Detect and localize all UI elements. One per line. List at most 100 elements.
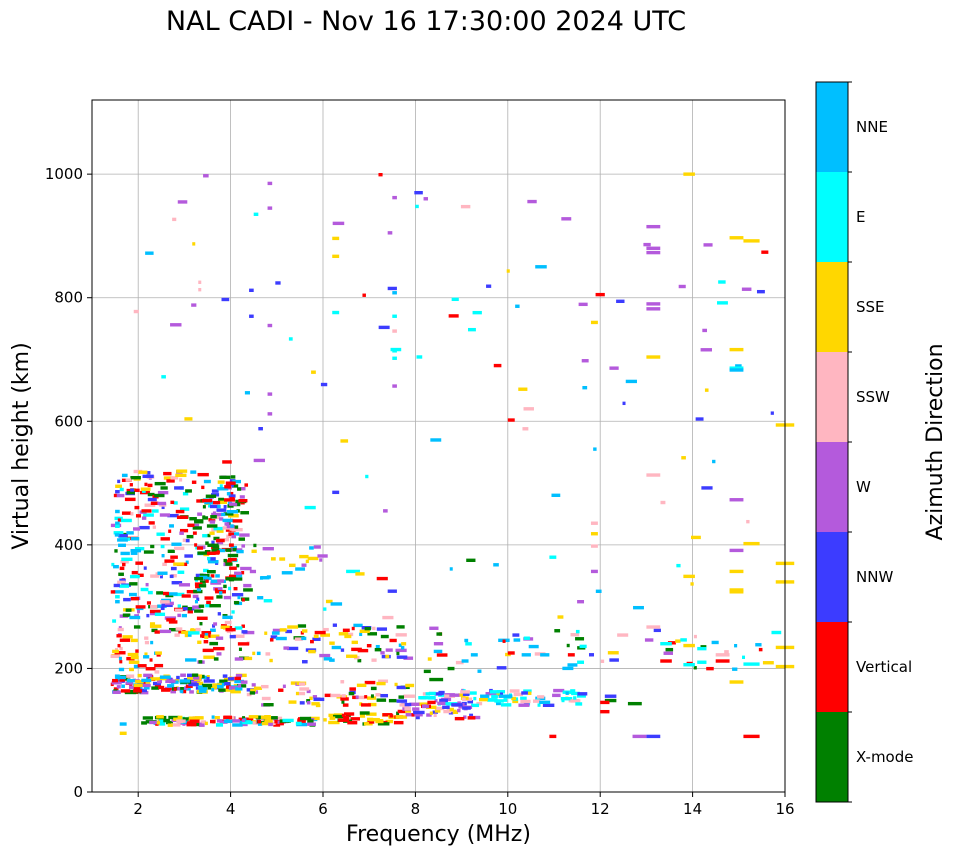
x-tick-label: 10 — [498, 800, 517, 818]
colorbar-label: W — [856, 478, 871, 496]
echo-mark — [197, 681, 204, 685]
echo-mark — [238, 537, 246, 541]
echo-mark — [213, 526, 223, 531]
echo-mark — [387, 589, 397, 593]
echo-mark — [149, 720, 160, 725]
echo-mark — [346, 569, 360, 574]
echo-mark — [112, 619, 117, 623]
echo-mark — [163, 718, 170, 723]
echo-mark — [428, 696, 436, 700]
echo-mark — [181, 594, 191, 598]
echo-mark — [678, 284, 686, 289]
echo-mark — [133, 309, 139, 314]
echo-mark — [387, 231, 393, 235]
echo-mark — [161, 375, 166, 379]
echo-mark — [617, 633, 629, 637]
echo-mark — [167, 684, 175, 688]
echo-mark — [210, 574, 215, 578]
echo-mark — [130, 548, 142, 553]
echo-mark — [496, 692, 501, 697]
echo-mark — [604, 698, 617, 703]
echo-mark — [171, 542, 182, 546]
echo-mark — [622, 401, 626, 406]
echo-mark — [307, 722, 317, 726]
echo-mark — [577, 660, 585, 664]
echo-mark — [646, 734, 661, 739]
echo-mark — [400, 646, 405, 650]
echo-mark — [226, 534, 231, 538]
echo-mark — [300, 631, 304, 635]
echo-mark — [467, 700, 474, 704]
echo-mark — [332, 490, 340, 495]
echo-mark — [575, 702, 583, 706]
echo-mark — [367, 722, 373, 726]
echo-mark — [267, 323, 273, 328]
echo-mark — [161, 554, 165, 558]
echo-mark — [211, 512, 223, 517]
echo-mark — [119, 722, 127, 726]
echo-mark — [236, 573, 243, 578]
colorbar-segment — [816, 172, 848, 262]
echo-mark — [590, 532, 598, 536]
echo-mark — [465, 642, 472, 646]
echo-mark — [706, 666, 714, 671]
echo-mark — [566, 643, 570, 648]
echo-mark — [239, 656, 249, 660]
echo-mark — [137, 573, 144, 577]
echo-mark — [695, 417, 704, 421]
echo-mark — [426, 713, 432, 717]
echo-mark — [311, 370, 316, 374]
echo-mark — [216, 595, 223, 599]
echo-mark — [215, 723, 224, 727]
echo-mark — [219, 720, 228, 724]
echo-mark — [297, 719, 306, 723]
echo-mark — [143, 686, 150, 690]
echo-mark — [189, 690, 194, 694]
echo-mark — [278, 688, 284, 692]
echo-mark — [561, 698, 565, 703]
echo-mark — [344, 634, 352, 639]
echo-mark — [244, 391, 250, 395]
echo-mark — [251, 683, 256, 687]
echo-mark — [429, 677, 444, 682]
echo-mark — [115, 509, 120, 514]
echo-mark — [405, 683, 415, 688]
echo-mark — [486, 284, 492, 288]
echo-mark — [388, 698, 397, 703]
echo-mark — [229, 497, 235, 501]
echo-mark — [711, 640, 719, 645]
echo-mark — [458, 693, 466, 697]
echo-mark — [205, 541, 209, 545]
echo-mark — [141, 678, 152, 683]
echo-mark — [330, 602, 343, 606]
echo-mark — [317, 554, 328, 558]
echo-mark — [154, 684, 162, 688]
echo-mark — [159, 513, 170, 517]
echo-mark — [122, 562, 126, 567]
echo-mark — [342, 628, 350, 632]
echo-mark — [549, 734, 557, 739]
echo-mark — [216, 540, 224, 545]
echo-mark — [204, 721, 208, 726]
echo-mark — [389, 638, 397, 643]
echo-mark — [213, 657, 219, 661]
echo-mark — [137, 673, 142, 678]
echo-mark — [333, 714, 344, 719]
echo-mark — [120, 689, 131, 693]
echo-mark — [693, 666, 697, 670]
echo-mark — [561, 217, 572, 221]
echo-mark — [179, 531, 184, 535]
echo-mark — [311, 702, 320, 706]
echo-mark — [194, 582, 203, 586]
echo-mark — [197, 472, 209, 477]
echo-mark — [413, 710, 425, 715]
echo-mark — [593, 447, 597, 451]
echo-mark — [130, 488, 135, 492]
echo-mark — [207, 686, 216, 690]
echo-mark — [539, 700, 551, 705]
echo-mark — [185, 538, 190, 543]
echo-mark — [433, 713, 437, 718]
echo-mark — [198, 575, 208, 580]
echo-mark — [167, 679, 176, 683]
echo-mark — [252, 651, 256, 656]
